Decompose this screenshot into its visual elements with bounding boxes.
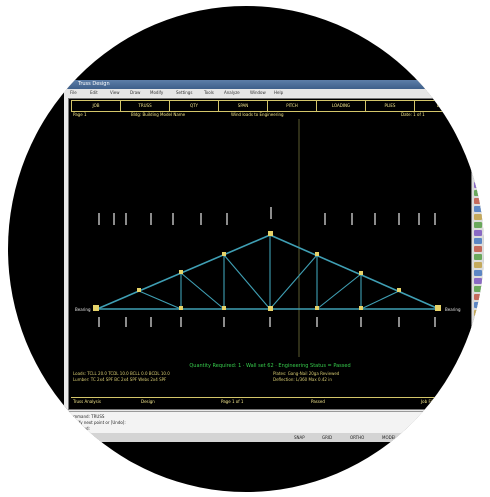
truss-chords bbox=[96, 234, 440, 310]
circular-lens-frame: Truss Design File Edit View Draw Modify … bbox=[8, 6, 484, 492]
status-text: Ready bbox=[68, 435, 81, 440]
command-history-line: Specify next point or [Undo]: bbox=[68, 420, 126, 425]
tool-button[interactable] bbox=[474, 278, 482, 284]
tool-button[interactable] bbox=[474, 318, 482, 324]
sub-header-row: Page 1 Bldg: Building Model Name Wind lo… bbox=[71, 112, 469, 118]
right-bearing-label: Bearing bbox=[445, 307, 461, 312]
menu-window[interactable]: Window bbox=[250, 90, 266, 95]
menu-modify[interactable]: Modify bbox=[150, 90, 164, 95]
header-cell: QTY bbox=[170, 101, 219, 111]
top-chord-right bbox=[269, 234, 440, 310]
status-bar: Ready SNAP GRID ORTHO MODEL bbox=[64, 433, 484, 442]
tool-button[interactable] bbox=[474, 134, 482, 140]
tool-button[interactable] bbox=[474, 126, 482, 132]
info-line: Loads: TCLL 20.0 TCDL 10.0 BCLL 0.0 BCDL… bbox=[73, 371, 170, 376]
title-bar: Truss Design bbox=[64, 80, 484, 89]
ortho-toggle[interactable]: ORTHO bbox=[350, 435, 365, 440]
menu-settings[interactable]: Settings bbox=[176, 90, 193, 95]
tool-button[interactable] bbox=[474, 270, 482, 276]
command-input[interactable]: Command: bbox=[68, 426, 90, 431]
menu-view[interactable]: View bbox=[110, 90, 120, 95]
tool-button[interactable] bbox=[474, 198, 482, 204]
tool-button[interactable] bbox=[474, 206, 482, 212]
tool-button[interactable] bbox=[474, 310, 482, 316]
tool-button[interactable] bbox=[474, 166, 482, 172]
header-cell: JOB bbox=[72, 101, 121, 111]
sub-header-page: Page 1 bbox=[73, 112, 87, 117]
snap-toggle[interactable]: SNAP bbox=[294, 435, 305, 440]
header-cell: SPAN bbox=[219, 101, 268, 111]
grid-toggle[interactable]: GRID bbox=[322, 435, 333, 440]
footer-cell: Page 1 of 1 bbox=[221, 399, 244, 404]
command-window[interactable]: Command: TRUSS Specify next point or [Un… bbox=[64, 411, 484, 434]
menu-file[interactable]: File bbox=[70, 90, 77, 95]
tool-button[interactable] bbox=[474, 262, 482, 268]
tool-palette bbox=[472, 98, 484, 398]
menu-analyze[interactable]: Analyze bbox=[224, 90, 240, 95]
footer-cell: Design bbox=[141, 399, 155, 404]
title-block-header: JOB TRUSS QTY SPAN PITCH LOADING PLIES D… bbox=[71, 100, 471, 112]
footer-cell: Passed bbox=[311, 399, 325, 404]
title-block-footer: Truss Analysis Design Page 1 of 1 Passed… bbox=[71, 397, 469, 406]
tool-button[interactable] bbox=[474, 382, 482, 388]
footer-cell: Truss Analysis bbox=[73, 399, 101, 404]
menu-edit[interactable]: Edit bbox=[90, 90, 98, 95]
tool-button[interactable] bbox=[474, 182, 482, 188]
tool-button[interactable] bbox=[474, 326, 482, 332]
tool-button[interactable] bbox=[474, 230, 482, 236]
sub-header-date: Date: 1 of 1 bbox=[401, 112, 425, 117]
sub-header-bldg: Bldg: Building Model Name bbox=[131, 112, 186, 117]
header-cell: PLIES bbox=[366, 101, 415, 111]
menu-draw[interactable]: Draw bbox=[130, 90, 141, 95]
menu-bar: File Edit View Draw Modify Settings Tool… bbox=[64, 89, 484, 97]
model-toggle[interactable]: MODEL bbox=[382, 435, 397, 440]
tool-button[interactable] bbox=[474, 358, 482, 364]
left-bearing-label: Bearing bbox=[75, 307, 91, 312]
cad-application-window: Truss Design File Edit View Draw Modify … bbox=[64, 80, 484, 442]
tool-button[interactable] bbox=[474, 174, 482, 180]
tool-button[interactable] bbox=[474, 254, 482, 260]
tool-button[interactable] bbox=[474, 110, 482, 116]
info-line: Lumber: TC 2x4 SPF BC 2x4 SPF Webs 2x4 S… bbox=[73, 377, 167, 382]
sub-header-wind: Wind loads to Engineering bbox=[231, 112, 284, 117]
header-cell: PITCH bbox=[268, 101, 317, 111]
truss-drawing-area[interactable]: JOB TRUSS QTY SPAN PITCH LOADING PLIES D… bbox=[68, 98, 472, 410]
tool-button[interactable] bbox=[474, 190, 482, 196]
tool-button[interactable] bbox=[474, 366, 482, 372]
truss-webs bbox=[138, 235, 400, 310]
tool-button[interactable] bbox=[474, 302, 482, 308]
engineering-status: Quantity Required: 1 · Wall set 62 · Eng… bbox=[189, 363, 351, 369]
menu-tools[interactable]: Tools bbox=[204, 90, 214, 95]
top-chord-left bbox=[96, 234, 271, 310]
design-info-block: Loads: TCLL 20.0 TCDL 10.0 BCLL 0.0 BCDL… bbox=[73, 371, 467, 395]
info-line: Plates: Gang-Nail 20ga Reviewed bbox=[273, 371, 340, 376]
tool-button[interactable] bbox=[474, 150, 482, 156]
tool-button[interactable] bbox=[474, 342, 482, 348]
tool-button[interactable] bbox=[474, 294, 482, 300]
command-history-line: Command: TRUSS bbox=[68, 414, 105, 419]
tool-button[interactable] bbox=[474, 118, 482, 124]
tool-button[interactable] bbox=[474, 286, 482, 292]
header-cell: DATE bbox=[436, 103, 448, 108]
tool-button[interactable] bbox=[474, 214, 482, 220]
tool-button[interactable] bbox=[474, 142, 482, 148]
tool-button[interactable] bbox=[474, 350, 482, 356]
tool-button[interactable] bbox=[474, 222, 482, 228]
header-cell: TRUSS bbox=[121, 101, 170, 111]
header-cell: LOADING bbox=[317, 101, 366, 111]
footer-cell: Job File bbox=[421, 399, 436, 404]
tool-button[interactable] bbox=[474, 158, 482, 164]
truss-diagram: Bearing Bearing bbox=[75, 119, 461, 357]
info-line: Deflection: L/360 Max 0.42 in bbox=[273, 377, 332, 382]
plate-markers bbox=[93, 231, 441, 311]
window-title: Truss Design bbox=[78, 81, 110, 87]
tool-button[interactable] bbox=[474, 374, 482, 380]
top-dimension-marks bbox=[98, 207, 436, 225]
tool-button[interactable] bbox=[474, 102, 482, 108]
tool-button[interactable] bbox=[474, 246, 482, 252]
tool-button[interactable] bbox=[474, 238, 482, 244]
bottom-dimension-marks bbox=[98, 317, 436, 327]
menu-help[interactable]: Help bbox=[274, 90, 284, 95]
tool-button[interactable] bbox=[474, 334, 482, 340]
